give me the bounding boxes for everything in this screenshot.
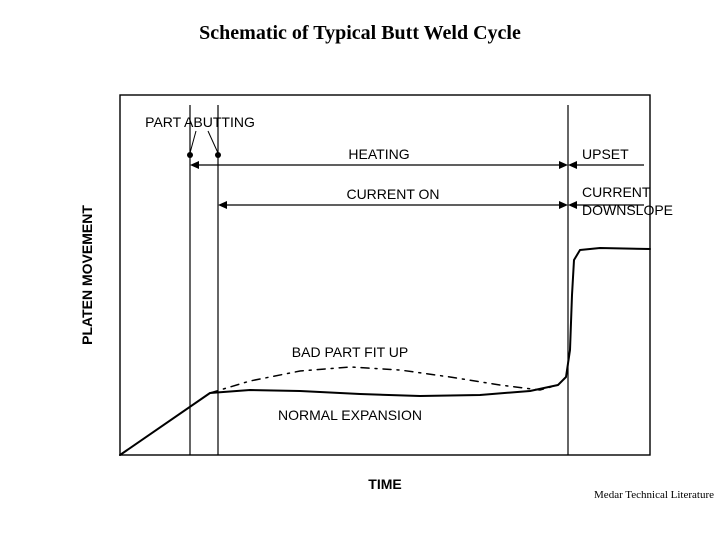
label-heating: HEATING	[348, 146, 409, 162]
label-current-on: CURRENT ON	[346, 186, 439, 202]
label-current-downslope-2: DOWNSLOPE	[582, 202, 673, 218]
schematic-chart: TIME PLATEN MOVEMENT PART ABUTTING HEATING C…	[0, 45, 720, 505]
label-current-downslope-1: CURRENT	[582, 184, 651, 200]
label-normal-expansion: NORMAL EXPANSION	[278, 407, 422, 423]
label-bad-fit: BAD PART FIT UP	[292, 344, 408, 360]
label-part-abutting: PART ABUTTING	[145, 114, 255, 130]
y-axis-label: PLATEN MOVEMENT	[79, 205, 95, 345]
x-axis-label: TIME	[368, 476, 401, 492]
page-title: Schematic of Typical Butt Weld Cycle	[0, 0, 720, 45]
credit-line: Medar Technical Literature	[594, 489, 714, 501]
label-upset: UPSET	[582, 146, 629, 162]
chart-container: TIME PLATEN MOVEMENT PART ABUTTING HEATING C…	[0, 45, 720, 505]
